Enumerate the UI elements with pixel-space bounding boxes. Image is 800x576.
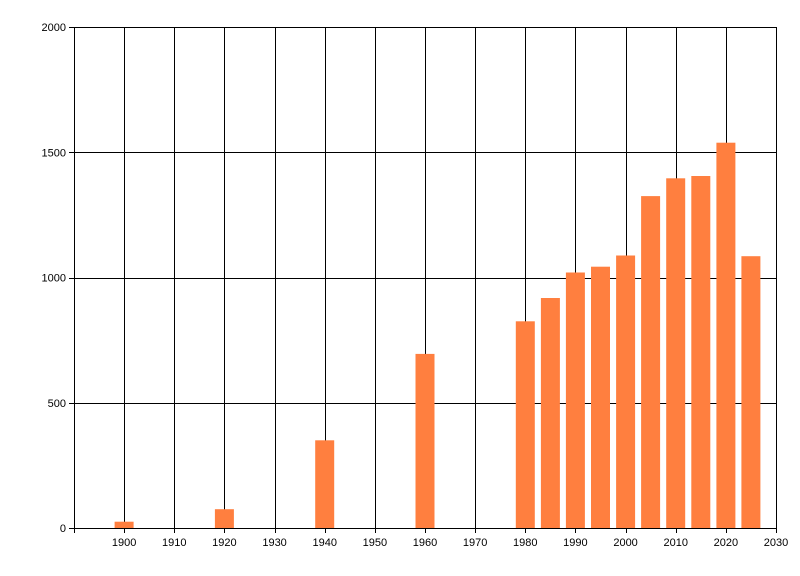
y-tick-label-500: 500 [48, 398, 66, 410]
x-tick-label-1940: 1940 [312, 537, 336, 549]
y-tick-label-1000: 1000 [42, 273, 66, 285]
x-tick-label-1960: 1960 [413, 537, 437, 549]
x-tick-label-1900: 1900 [112, 537, 136, 549]
bar-2010 [666, 178, 686, 529]
x-tick-label-2000: 2000 [613, 537, 637, 549]
x-tick-label-1950: 1950 [363, 537, 387, 549]
bars [114, 142, 761, 529]
bar-2000 [616, 255, 636, 528]
bar-1900 [114, 521, 134, 528]
bar-2005 [641, 196, 661, 528]
bar-1995 [591, 266, 610, 528]
bar-1960 [415, 353, 435, 528]
y-tick-label-0: 0 [60, 523, 66, 535]
x-tick-label-2010: 2010 [663, 537, 687, 549]
x-tick-label-1920: 1920 [212, 537, 236, 549]
x-tick-label-2020: 2020 [714, 537, 738, 549]
bar-2025 [741, 256, 761, 528]
tick-labels: 0 500 1000 1500 2000 1900 1910 1920 1930 1940 1950… [42, 22, 789, 549]
x-tick-label-1910: 1910 [162, 537, 186, 549]
bar-1940 [315, 440, 335, 528]
x-tick-label-1990: 1990 [563, 537, 587, 549]
x-tick-label-1930: 1930 [262, 537, 286, 549]
x-tick-label-1980: 1980 [513, 537, 537, 549]
bar-1985 [540, 298, 560, 528]
x-tick-label-1970: 1970 [463, 537, 487, 549]
bar-1980 [515, 321, 535, 528]
x-tick-label-2030: 2030 [764, 537, 788, 549]
bar-2020 [716, 142, 736, 528]
y-tick-label-2000: 2000 [42, 22, 66, 34]
y-tick-label-1500: 1500 [42, 147, 66, 159]
bar-2015 [691, 176, 711, 528]
bar-1920 [214, 509, 234, 528]
axes [69, 27, 776, 533]
bar-1990 [565, 272, 585, 528]
